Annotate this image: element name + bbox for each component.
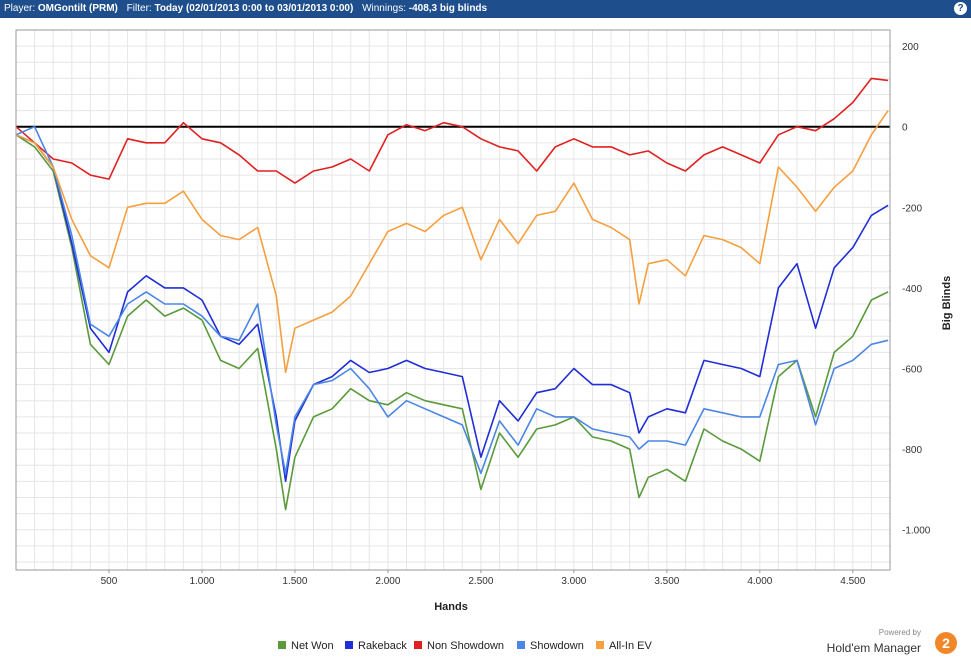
winnings-label: Winnings: <box>362 3 406 14</box>
legend-swatch <box>596 641 604 649</box>
graph-chart: 500 1.000 1.500 2.000 2.500 3.000 3.500 4.000 4.… <box>15 29 953 613</box>
y-tick-label: -200 <box>902 203 922 214</box>
y-tick-label: -800 <box>902 445 922 456</box>
series-lines <box>15 77 889 511</box>
y-tick-label: -400 <box>902 284 922 295</box>
legend-item[interactable]: Net Won <box>278 640 334 652</box>
y-tick-label: -600 <box>902 365 922 376</box>
legend-label: Showdown <box>530 640 584 652</box>
legend-swatch <box>414 641 422 649</box>
legend-label: All-In EV <box>609 640 652 652</box>
legend-item[interactable]: All-In EV <box>596 640 652 652</box>
legend-swatch <box>517 641 525 649</box>
legend-item[interactable]: Non Showdown <box>414 640 504 652</box>
grid <box>16 29 890 570</box>
series-line-all-in-ev <box>15 110 889 374</box>
legend-swatch <box>345 641 353 649</box>
series-line-non-showdown <box>15 77 889 184</box>
axes <box>15 29 891 571</box>
y-tick-label: -1.000 <box>902 526 931 537</box>
branding: Powered by Hold'em Manager 2 <box>826 628 959 658</box>
legend-label: Net Won <box>291 640 334 652</box>
legend-label: Rakeback <box>358 640 407 652</box>
filter-label: Filter: <box>126 3 152 14</box>
legend-item[interactable]: Showdown <box>517 640 584 652</box>
x-tick-label: 4.000 <box>747 576 772 587</box>
player-label: Player: <box>4 3 36 14</box>
series-line-showdown <box>15 125 889 475</box>
x-tick-label: 500 <box>101 576 118 587</box>
x-tick-label: 1.500 <box>282 576 307 587</box>
hem2-logo-icon: 2 <box>935 632 957 654</box>
player-value: OMGontilt (PRM) <box>37 3 118 14</box>
y-tick-label: 0 <box>902 123 908 134</box>
series-line-net-won <box>15 134 889 511</box>
plot-frame <box>15 29 891 571</box>
powered-by-text: Powered by <box>878 628 921 637</box>
legend-label: Non Showdown <box>427 640 505 652</box>
x-tick-label: 4.500 <box>840 576 865 587</box>
x-axis-label: Hands <box>434 601 468 613</box>
legend-swatch <box>278 641 286 649</box>
tick-labels: 500 1.000 1.500 2.000 2.500 3.000 3.500 4.000 4.… <box>101 42 931 587</box>
title-bar: Player: OMGontilt (PRM) Filter: Today (0… <box>0 0 971 18</box>
x-tick-label: 2.000 <box>375 576 400 587</box>
x-tick-label: 1.000 <box>189 576 214 587</box>
winnings-value: -408,3 big blinds <box>408 3 488 14</box>
x-tick-label: 3.000 <box>561 576 586 587</box>
x-tick-label: 3.500 <box>654 576 679 587</box>
series-line-rakeback <box>15 134 889 483</box>
brand-name: Hold'em Manager <box>826 641 921 655</box>
legend-item[interactable]: Rakeback <box>345 640 407 652</box>
y-axis-label: Big Blinds <box>941 276 953 330</box>
filter-value: Today (02/01/2013 0:00 to 03/01/2013 0:0… <box>154 3 354 14</box>
x-tick-label: 2.500 <box>468 576 493 587</box>
y-tick-label: 200 <box>902 42 919 53</box>
legend: Net Won Rakeback Non Showdown Showdown All-I… <box>0 640 971 656</box>
help-button[interactable]: ? <box>954 2 967 15</box>
